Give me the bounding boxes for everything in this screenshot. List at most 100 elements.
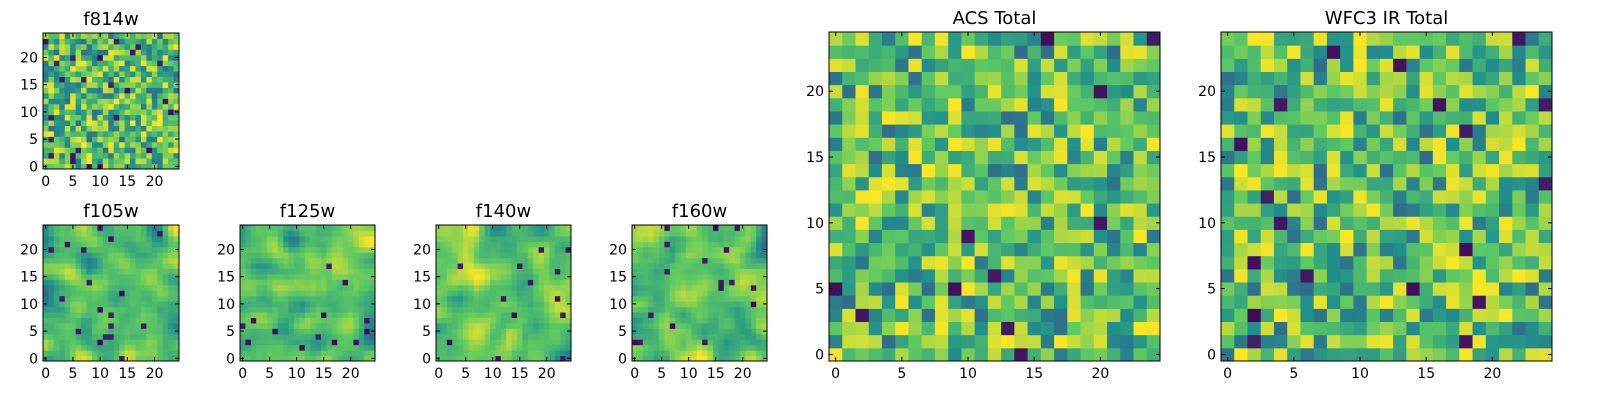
f814w-cell <box>70 49 77 56</box>
wfc3-ir-total-cell <box>1340 282 1354 296</box>
wfc3-ir-total-cell <box>1234 308 1248 323</box>
f125w-cell <box>299 322 306 329</box>
acs-total-cell <box>934 32 949 46</box>
f125w-cell <box>369 279 376 286</box>
f814w-cell <box>97 136 104 143</box>
wfc3-ir-total-cell <box>1446 150 1460 165</box>
f814w-cell <box>146 152 153 159</box>
acs-total-cell <box>1001 137 1015 151</box>
f160w-cell <box>691 273 698 280</box>
f125w-cell <box>261 344 268 351</box>
f140w-cell <box>446 230 453 237</box>
f160w-cell <box>756 235 763 242</box>
f160w-ytick-label: 5 <box>618 324 627 340</box>
wfc3-ir-total-cell <box>1326 176 1341 191</box>
acs-total-cell <box>1014 229 1029 244</box>
f140w-cell <box>452 306 459 313</box>
f125w-cell <box>364 268 371 275</box>
f160w-cell <box>642 328 649 335</box>
f814w-cell <box>140 109 147 116</box>
acs-total-cell <box>895 84 909 99</box>
f105w-cell <box>173 344 180 351</box>
f105w-cell <box>102 317 109 324</box>
wfc3-ir-total-cell <box>1234 347 1248 362</box>
f160w-cell <box>664 333 671 340</box>
f125w-cell <box>364 284 371 291</box>
f125w-cell <box>267 257 273 264</box>
wfc3-ir-total-cell <box>1472 163 1487 178</box>
acs-total-cell <box>921 347 936 362</box>
f160w-cell <box>669 350 676 357</box>
wfc3-ir-total-cell <box>1300 124 1315 138</box>
f125w-cell <box>337 284 344 291</box>
f105w-cell <box>130 241 136 248</box>
f105w-cell <box>48 257 55 264</box>
f160w-ytick-label: 0 <box>618 351 627 367</box>
f160w-cell <box>675 317 682 324</box>
f105w-cell <box>102 241 109 248</box>
wfc3-ir-total-cell <box>1353 32 1368 46</box>
f140w-cell <box>544 322 550 329</box>
acs-total-cell <box>1067 229 1082 244</box>
wfc3-ir-total-cell <box>1326 203 1341 217</box>
f105w-cell <box>53 312 60 318</box>
f125w-cell <box>267 339 273 346</box>
f140w-cell <box>468 284 475 291</box>
f160w-cell <box>707 344 714 351</box>
wfc3-ir-total-cell <box>1393 176 1407 191</box>
f814w-cell <box>157 60 164 67</box>
f140w-cell <box>517 317 523 324</box>
f160w-cell <box>686 295 692 302</box>
wfc3-ir-total-cell <box>1287 255 1301 270</box>
f125w-cell <box>369 268 376 275</box>
f105w-cell <box>157 344 164 351</box>
f140w-cell <box>436 284 442 291</box>
acs-total-cell <box>1107 282 1121 296</box>
f125w-cell <box>315 333 322 340</box>
f814w-cell <box>53 152 60 159</box>
f105w-cell <box>140 241 147 248</box>
f160w-cell <box>691 246 698 253</box>
acs-total-cell <box>1133 137 1148 151</box>
f125w-cell <box>331 284 338 291</box>
f105w-cell <box>64 344 71 351</box>
f140w-cell <box>463 350 469 357</box>
f140w-cell <box>527 301 534 308</box>
f105w-cell <box>140 339 147 346</box>
f140w-cell <box>463 284 469 291</box>
wfc3-ir-total-cell <box>1499 321 1513 336</box>
acs-total-cell <box>948 45 962 59</box>
f105w-cell <box>97 246 104 253</box>
f140w-cell <box>522 230 529 237</box>
f814w-cell <box>162 120 169 126</box>
acs-total-cell <box>1107 163 1121 178</box>
f125w-cell <box>342 241 349 248</box>
f814w-cell <box>162 92 169 99</box>
f814w-cell <box>157 71 164 78</box>
wfc3-ir-total-cell <box>1472 334 1487 349</box>
wfc3-ir-total-cell <box>1432 32 1447 46</box>
f140w-cell <box>511 235 518 242</box>
f105w-cell <box>81 290 88 297</box>
wfc3-ir-total-cell <box>1287 84 1301 99</box>
wfc3-ir-total-cell <box>1485 255 1500 270</box>
f814w-cell <box>108 76 115 83</box>
acs-total-cell <box>842 32 856 46</box>
f125w-cell <box>337 252 344 259</box>
wfc3-ir-total-cell <box>1300 110 1315 125</box>
wfc3-ir-total-cell <box>1525 124 1540 138</box>
f160w-cell <box>669 241 676 248</box>
f140w-cell <box>527 350 534 357</box>
f125w-cell <box>331 230 338 237</box>
f105w-cell <box>81 328 88 335</box>
wfc3-ir-total-cell <box>1512 268 1527 283</box>
f814w-cell <box>135 60 142 67</box>
f125w-cell <box>315 268 322 275</box>
f140w-cell <box>527 322 534 329</box>
f814w-cell <box>43 125 49 132</box>
f814w-cell <box>91 141 98 148</box>
f160w-cell <box>734 301 741 308</box>
wfc3-ir-total-cell <box>1393 203 1407 217</box>
f814w-cell <box>75 87 82 94</box>
f814w-cell <box>43 103 49 110</box>
